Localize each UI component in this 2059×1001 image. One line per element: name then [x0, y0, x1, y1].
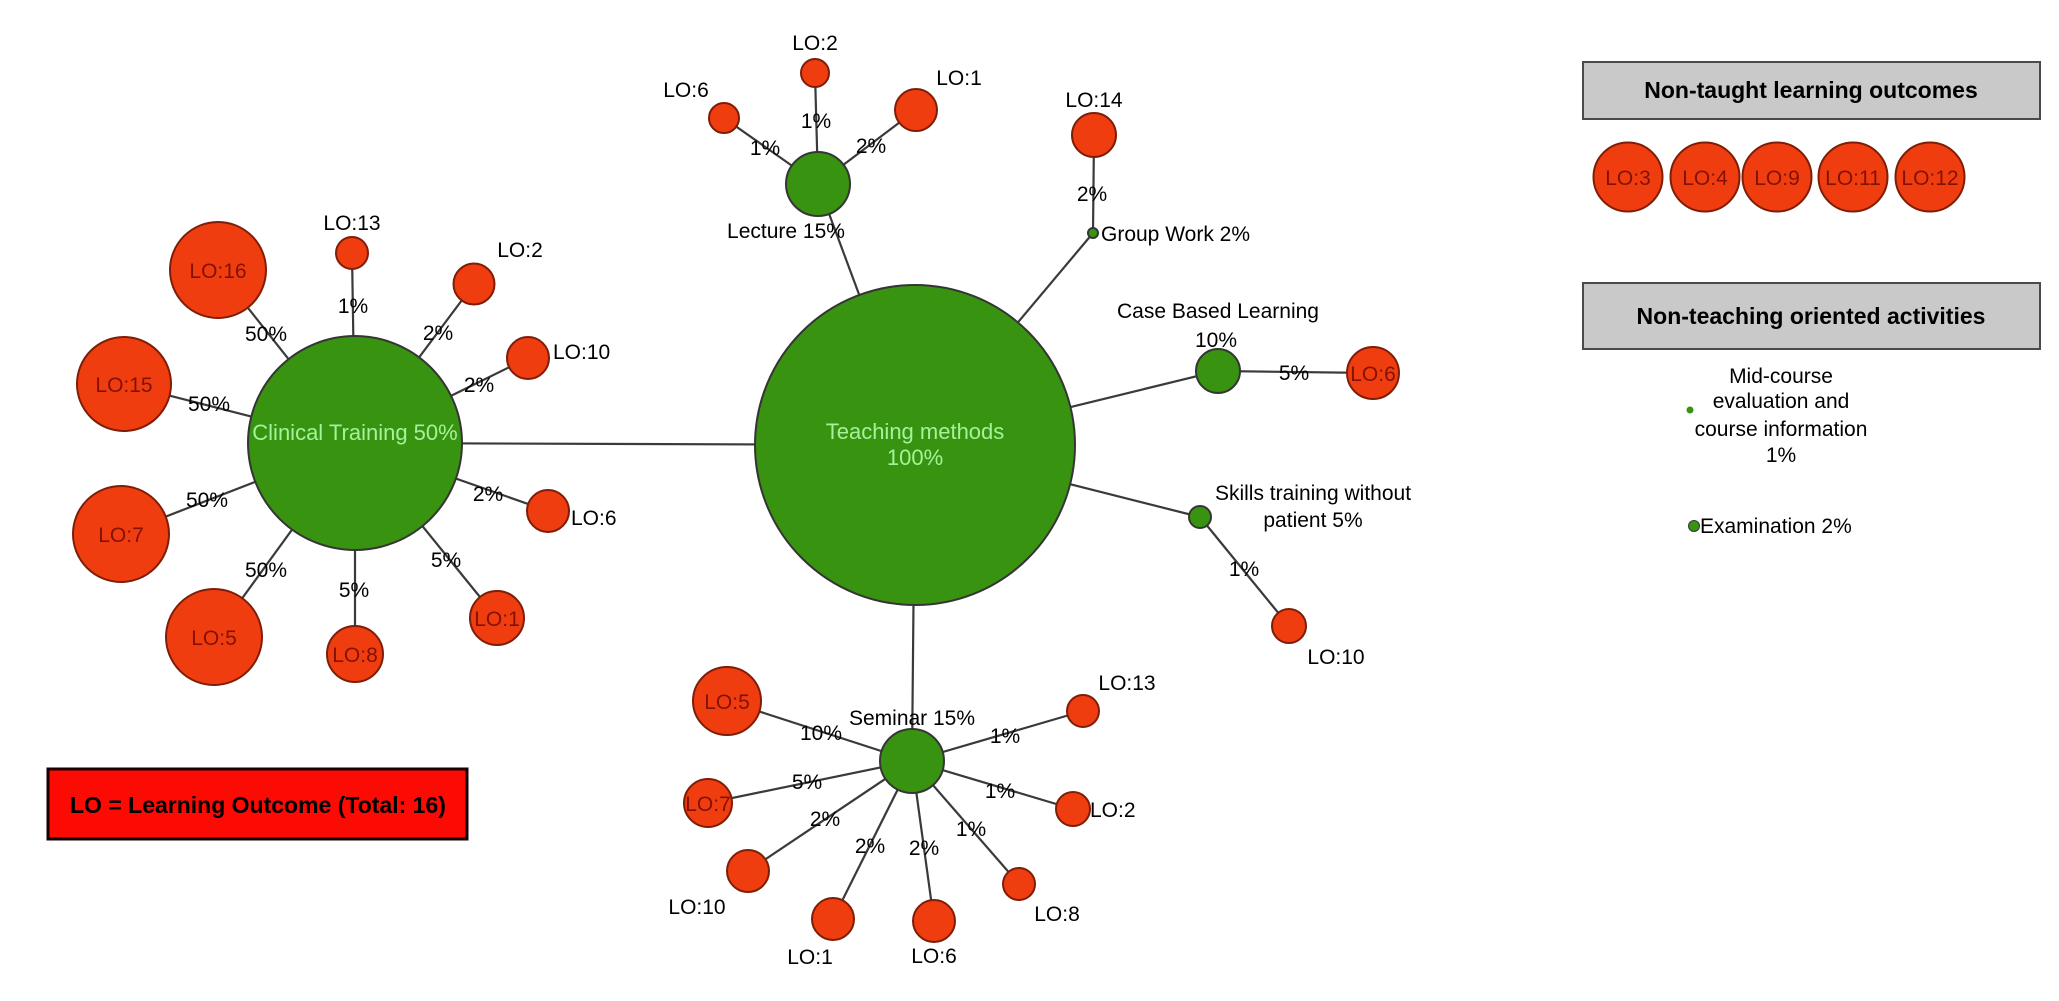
svg-text:100%: 100%: [887, 445, 943, 470]
svg-text:2%: 2%: [473, 483, 503, 506]
svg-text:course information: course information: [1695, 418, 1868, 441]
svg-text:2%: 2%: [464, 374, 494, 397]
svg-text:1%: 1%: [1229, 558, 1259, 581]
svg-text:LO:7: LO:7: [98, 524, 144, 547]
svg-text:2%: 2%: [1077, 183, 1107, 206]
svg-text:Non-teaching oriented activiti: Non-teaching oriented activities: [1637, 303, 1986, 329]
svg-text:LO:4: LO:4: [1682, 167, 1728, 190]
svg-text:LO:3: LO:3: [1605, 167, 1651, 190]
svg-text:Skills training without: Skills training without: [1215, 482, 1411, 505]
svg-text:Examination 2%: Examination 2%: [1700, 515, 1852, 538]
svg-text:2%: 2%: [856, 135, 886, 158]
svg-text:LO:10: LO:10: [553, 341, 610, 364]
svg-text:Teaching methods: Teaching methods: [826, 419, 1005, 444]
svg-text:LO:15: LO:15: [95, 374, 152, 397]
svg-text:5%: 5%: [1279, 362, 1309, 385]
svg-text:10%: 10%: [800, 722, 842, 745]
svg-text:50%: 50%: [245, 559, 287, 582]
svg-text:evaluation and: evaluation and: [1713, 390, 1850, 413]
svg-text:LO:14: LO:14: [1065, 89, 1123, 112]
svg-text:LO = Learning Outcome (Total:: LO = Learning Outcome (Total: 16): [70, 792, 446, 818]
svg-text:LO:5: LO:5: [191, 627, 237, 650]
svg-text:1%: 1%: [985, 780, 1015, 803]
svg-text:LO:11: LO:11: [1825, 167, 1881, 190]
svg-text:LO:2: LO:2: [497, 239, 543, 262]
svg-text:LO:6: LO:6: [911, 945, 957, 968]
svg-text:Case Based Learning: Case Based Learning: [1117, 300, 1319, 323]
svg-text:LO:12: LO:12: [1901, 167, 1958, 190]
svg-text:5%: 5%: [431, 549, 461, 572]
svg-text:50%: 50%: [186, 489, 228, 512]
svg-text:2%: 2%: [909, 837, 939, 860]
svg-text:1%: 1%: [956, 818, 986, 841]
svg-text:2%: 2%: [855, 835, 885, 858]
svg-text:LO:2: LO:2: [792, 32, 838, 55]
svg-text:LO:16: LO:16: [189, 260, 246, 283]
svg-text:patient 5%: patient 5%: [1263, 509, 1362, 532]
svg-text:LO:6: LO:6: [1350, 363, 1396, 386]
svg-text:Lecture 15%: Lecture 15%: [727, 220, 845, 243]
svg-text:Non-taught learning outcomes: Non-taught learning outcomes: [1644, 77, 1978, 103]
svg-text:1%: 1%: [1766, 444, 1796, 467]
svg-text:Clinical Training 50%: Clinical Training 50%: [252, 420, 457, 445]
svg-text:LO:9: LO:9: [1754, 167, 1800, 190]
svg-text:1%: 1%: [801, 110, 831, 133]
svg-text:1%: 1%: [990, 725, 1020, 748]
svg-text:LO:10: LO:10: [668, 896, 725, 919]
svg-text:LO:7: LO:7: [685, 793, 731, 816]
svg-text:2%: 2%: [810, 808, 840, 831]
svg-text:Group Work 2%: Group Work 2%: [1101, 223, 1250, 246]
svg-text:LO:13: LO:13: [323, 212, 380, 235]
svg-text:Mid-course: Mid-course: [1729, 365, 1833, 388]
svg-text:LO:5: LO:5: [704, 691, 750, 714]
svg-text:LO:6: LO:6: [663, 79, 709, 102]
svg-text:50%: 50%: [245, 323, 287, 346]
svg-text:LO:1: LO:1: [936, 67, 982, 90]
svg-text:LO:13: LO:13: [1098, 672, 1155, 695]
svg-text:5%: 5%: [792, 771, 822, 794]
svg-text:LO:6: LO:6: [571, 507, 617, 530]
svg-text:50%: 50%: [188, 393, 230, 416]
svg-text:1%: 1%: [750, 137, 780, 160]
svg-text:Seminar 15%: Seminar 15%: [849, 707, 975, 730]
svg-text:LO:8: LO:8: [1034, 903, 1080, 926]
svg-text:LO:2: LO:2: [1090, 799, 1136, 822]
svg-text:5%: 5%: [339, 579, 369, 602]
svg-text:10%: 10%: [1195, 329, 1237, 352]
svg-text:LO:1: LO:1: [787, 946, 833, 969]
svg-text:LO:1: LO:1: [474, 608, 520, 631]
svg-text:LO:10: LO:10: [1307, 646, 1364, 669]
svg-text:1%: 1%: [338, 295, 368, 318]
svg-text:LO:8: LO:8: [332, 644, 378, 667]
svg-text:2%: 2%: [423, 322, 453, 345]
